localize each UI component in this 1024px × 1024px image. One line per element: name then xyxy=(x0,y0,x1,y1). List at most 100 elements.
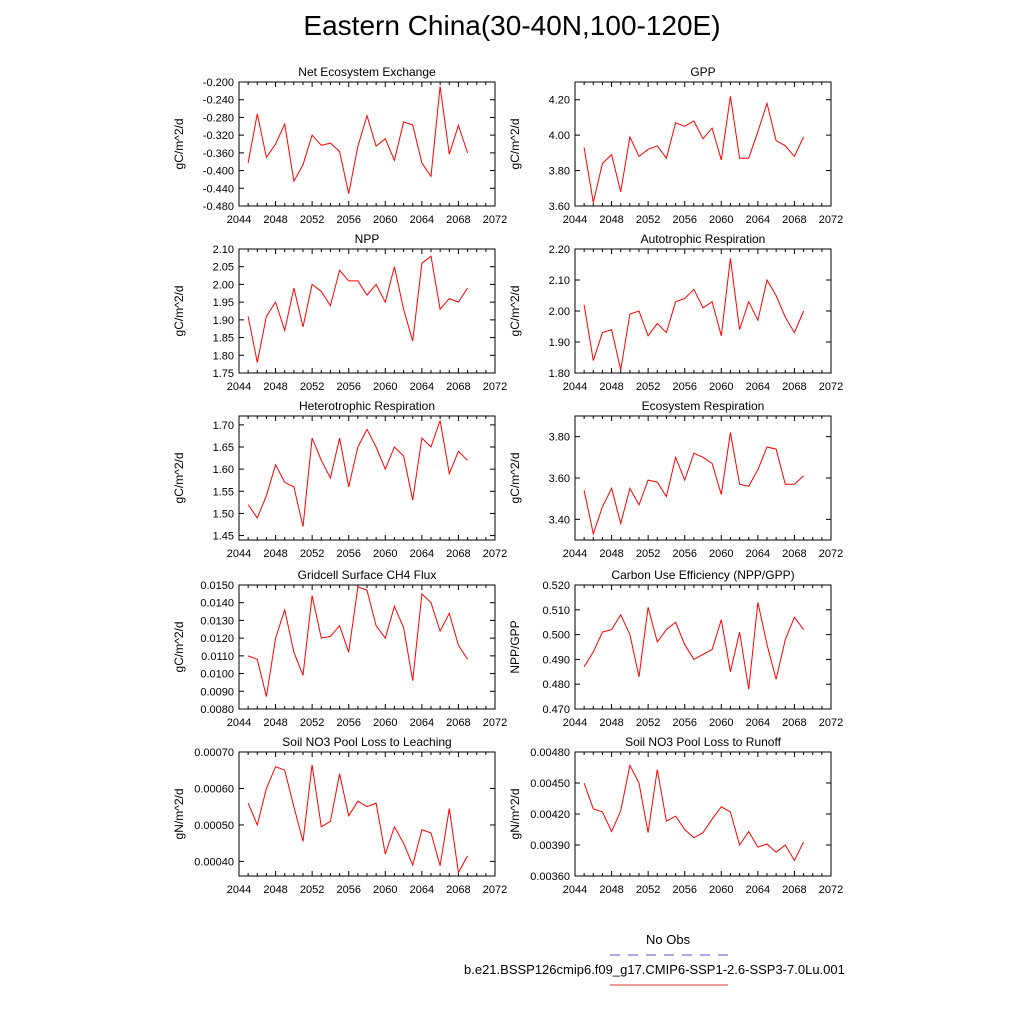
x-tick-label: 2044 xyxy=(227,381,251,393)
x-tick-label: 2044 xyxy=(563,381,587,393)
x-tick-label: 2052 xyxy=(300,214,324,226)
x-tick-label: 2048 xyxy=(599,717,623,729)
panel-title: Net Ecosystem Exchange xyxy=(298,65,436,79)
x-tick-label: 2072 xyxy=(483,548,507,560)
x-tick-label: 2052 xyxy=(636,717,660,729)
plot-panel: Gridcell Surface CH4 Flux gC/m^2/d 2044 204… xyxy=(172,568,507,729)
y-tick-label: 1.80 xyxy=(549,368,570,380)
x-tick-label: 2044 xyxy=(227,884,251,896)
panel-title: Carbon Use Efficiency (NPP/GPP) xyxy=(611,568,794,582)
x-tick-label: 2056 xyxy=(672,381,696,393)
y-tick-label: 0.500 xyxy=(542,630,570,642)
x-tick-label: 2044 xyxy=(563,717,587,729)
y-axis-label: NPP/GPP xyxy=(508,620,522,673)
x-tick-label: 2068 xyxy=(446,214,470,226)
x-tick-label: 2052 xyxy=(300,884,324,896)
y-tick-label: 0.00420 xyxy=(530,809,570,821)
x-tick-label: 2048 xyxy=(599,884,623,896)
x-tick-label: 2060 xyxy=(373,381,397,393)
y-tick-label: 1.75 xyxy=(213,368,234,380)
x-tick-label: 2052 xyxy=(636,548,660,560)
x-tick-label: 2072 xyxy=(483,381,507,393)
plot-frame xyxy=(238,81,496,207)
x-tick-label: 2072 xyxy=(483,717,507,729)
y-tick-label: -0.440 xyxy=(203,183,234,195)
y-axis-label: gC/m^2/d xyxy=(508,453,522,504)
x-tick-label: 2072 xyxy=(483,214,507,226)
x-tick-label: 2052 xyxy=(300,717,324,729)
x-tick-label: 2068 xyxy=(446,884,470,896)
x-tick-label: 2068 xyxy=(782,884,806,896)
panel-title: Autotrophic Respiration xyxy=(641,232,766,246)
y-tick-label: 1.55 xyxy=(213,486,234,498)
series-line xyxy=(247,420,468,527)
y-tick-label: 0.0090 xyxy=(200,686,234,698)
plot-frame xyxy=(574,415,832,541)
plot-panel: Autotrophic Respiration gC/m^2/d 2044 2048 2… xyxy=(508,232,843,393)
y-tick-label: 1.90 xyxy=(549,337,570,349)
y-tick-label: 0.00390 xyxy=(530,840,570,852)
x-tick-label: 2044 xyxy=(227,214,251,226)
y-tick-label: 0.490 xyxy=(542,654,570,666)
x-tick-label: 2064 xyxy=(410,381,434,393)
x-tick-label: 2048 xyxy=(599,214,623,226)
x-tick-label: 2068 xyxy=(446,717,470,729)
y-tick-label: 2.10 xyxy=(549,275,570,287)
plot-panel: Net Ecosystem Exchange gC/m^2/d 2044 2048 20… xyxy=(172,65,507,226)
y-tick-label: 1.90 xyxy=(213,315,234,327)
x-tick-label: 2044 xyxy=(563,548,587,560)
series-line xyxy=(247,764,469,874)
x-tick-label: 2056 xyxy=(336,214,360,226)
series-line xyxy=(247,255,469,363)
y-tick-label: 3.80 xyxy=(549,166,570,178)
x-tick-label: 2056 xyxy=(672,717,696,729)
y-tick-label: -0.400 xyxy=(203,166,234,178)
x-tick-label: 2060 xyxy=(373,214,397,226)
y-tick-label: 0.0140 xyxy=(200,598,234,610)
y-tick-label: 1.65 xyxy=(213,442,234,454)
plot-frame xyxy=(574,584,832,710)
y-tick-label: 2.20 xyxy=(549,244,570,256)
x-tick-label: 2060 xyxy=(709,381,733,393)
x-tick-label: 2048 xyxy=(599,381,623,393)
plot-frame xyxy=(238,415,496,541)
y-tick-label: 0.00050 xyxy=(194,820,234,832)
y-tick-label: 4.20 xyxy=(549,95,570,107)
x-tick-label: 2068 xyxy=(782,381,806,393)
y-tick-label: -0.480 xyxy=(203,201,234,213)
y-axis-label: gC/m^2/d xyxy=(172,453,186,504)
y-tick-label: 0.0150 xyxy=(200,580,234,592)
x-tick-label: 2048 xyxy=(263,717,287,729)
x-tick-label: 2048 xyxy=(263,381,287,393)
series-line xyxy=(247,86,469,194)
x-tick-label: 2072 xyxy=(819,381,843,393)
y-tick-label: 1.95 xyxy=(213,297,234,309)
x-tick-label: 2052 xyxy=(636,884,660,896)
x-tick-label: 2064 xyxy=(410,548,434,560)
panel-title: NPP xyxy=(355,232,380,246)
plot-frame xyxy=(574,248,832,374)
y-tick-label: 3.60 xyxy=(549,473,570,485)
x-tick-label: 2068 xyxy=(446,548,470,560)
y-axis-label: gC/m^2/d xyxy=(508,119,522,170)
y-tick-label: 0.520 xyxy=(542,580,570,592)
x-tick-label: 2060 xyxy=(709,548,733,560)
x-tick-label: 2068 xyxy=(782,548,806,560)
x-tick-label: 2052 xyxy=(300,381,324,393)
y-tick-label: 2.10 xyxy=(213,244,234,256)
plot-panel: Heterotrophic Respiration gC/m^2/d 2044 204… xyxy=(172,399,507,560)
x-tick-label: 2064 xyxy=(746,548,770,560)
x-tick-label: 2048 xyxy=(263,884,287,896)
plot-panel: GPP gC/m^2/d 2044 2048 2052 2056 2060 2064 2068 2… xyxy=(508,65,843,226)
x-tick-label: 2060 xyxy=(373,884,397,896)
panel-title: Gridcell Surface CH4 Flux xyxy=(298,568,437,582)
x-tick-label: 2060 xyxy=(373,717,397,729)
x-tick-label: 2056 xyxy=(336,381,360,393)
x-tick-label: 2056 xyxy=(672,214,696,226)
x-tick-label: 2044 xyxy=(563,884,587,896)
x-tick-label: 2068 xyxy=(782,214,806,226)
y-tick-label: 0.00360 xyxy=(530,871,570,883)
x-tick-label: 2072 xyxy=(819,884,843,896)
x-tick-label: 2064 xyxy=(410,717,434,729)
